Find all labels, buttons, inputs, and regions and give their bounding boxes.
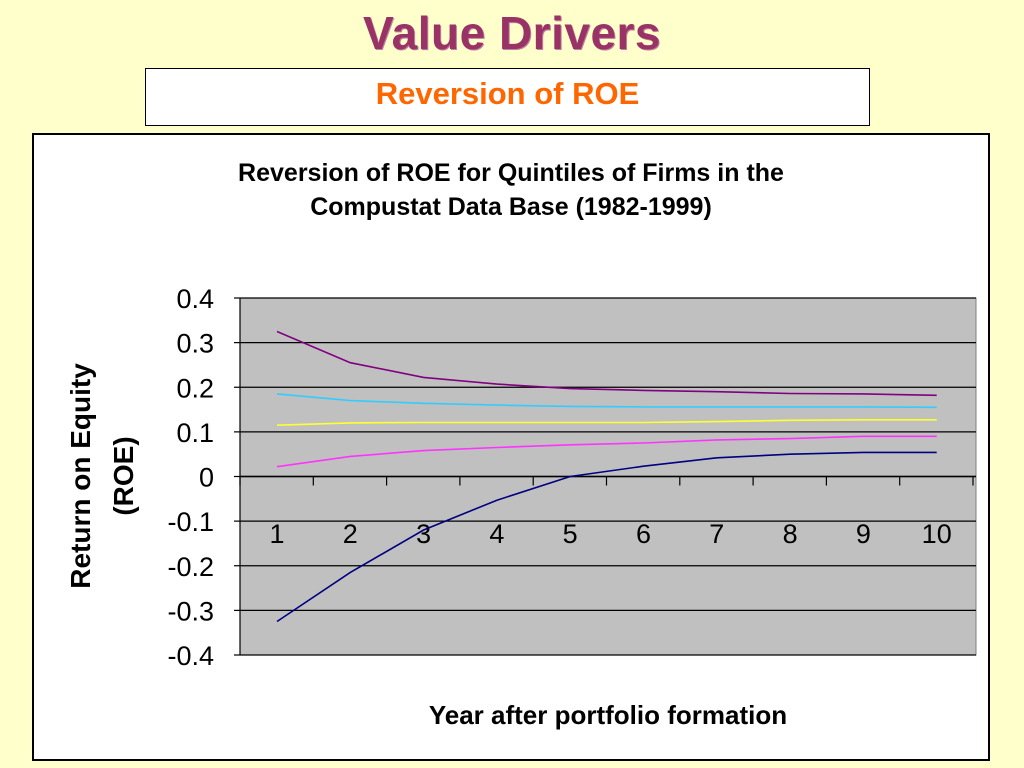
x-tick-label: 6 bbox=[636, 519, 651, 549]
x-tick-label: 4 bbox=[489, 519, 504, 549]
x-tick-label: 8 bbox=[783, 519, 798, 549]
y-tick-label: 0.2 bbox=[176, 373, 214, 403]
x-tick-label: 1 bbox=[269, 519, 284, 549]
y-axis-label-line-1: Return on Equity bbox=[65, 363, 96, 589]
y-axis-label-line-2: (ROE) bbox=[108, 436, 139, 515]
slide-subtitle: Reversion of ROE bbox=[375, 76, 640, 111]
y-tick-label: 0.4 bbox=[176, 284, 214, 314]
x-tick-label: 10 bbox=[922, 519, 952, 549]
series-line-3 bbox=[276, 418, 937, 426]
y-tick-label: -0.2 bbox=[167, 552, 214, 582]
x-tick-label: 9 bbox=[856, 519, 871, 549]
x-axis-label: Year after portfolio formation bbox=[429, 700, 787, 730]
series-line-4 bbox=[276, 435, 937, 468]
y-tick-label: -0.4 bbox=[167, 641, 214, 671]
slide-title: Value Drivers bbox=[362, 7, 662, 59]
series-line-2 bbox=[276, 393, 937, 409]
series-line-1 bbox=[276, 330, 937, 397]
x-tick-label: 5 bbox=[563, 519, 578, 549]
y-tick-label: -0.1 bbox=[167, 507, 214, 537]
y-tick-label: -0.3 bbox=[167, 596, 214, 626]
y-tick-label: 0.1 bbox=[176, 418, 214, 448]
chart-title: Reversion of ROE for Quintiles of Firms … bbox=[32, 156, 990, 224]
x-tick-label: 7 bbox=[709, 519, 724, 549]
y-tick-label: 0 bbox=[199, 463, 214, 493]
chart-title-line-2: Compustat Data Base (1982-1999) bbox=[310, 193, 712, 221]
x-axis: 1 2 3 4 5 6 7 8 9 10 bbox=[239, 475, 976, 549]
chart-title-line-1: Reversion of ROE for Quintiles of Firms … bbox=[238, 159, 784, 187]
y-tick-label: 0.3 bbox=[176, 329, 214, 359]
x-tick-label: 2 bbox=[343, 519, 358, 549]
y-axis: 0.4 0.3 0.2 0.1 0 -0.1 -0.2 -0.3 -0.4 bbox=[167, 284, 241, 671]
series-lines bbox=[276, 330, 937, 623]
series-line-5 bbox=[276, 451, 937, 623]
x-tick-label: 3 bbox=[416, 519, 431, 549]
subtitle-box: Reversion of ROE bbox=[145, 68, 870, 126]
